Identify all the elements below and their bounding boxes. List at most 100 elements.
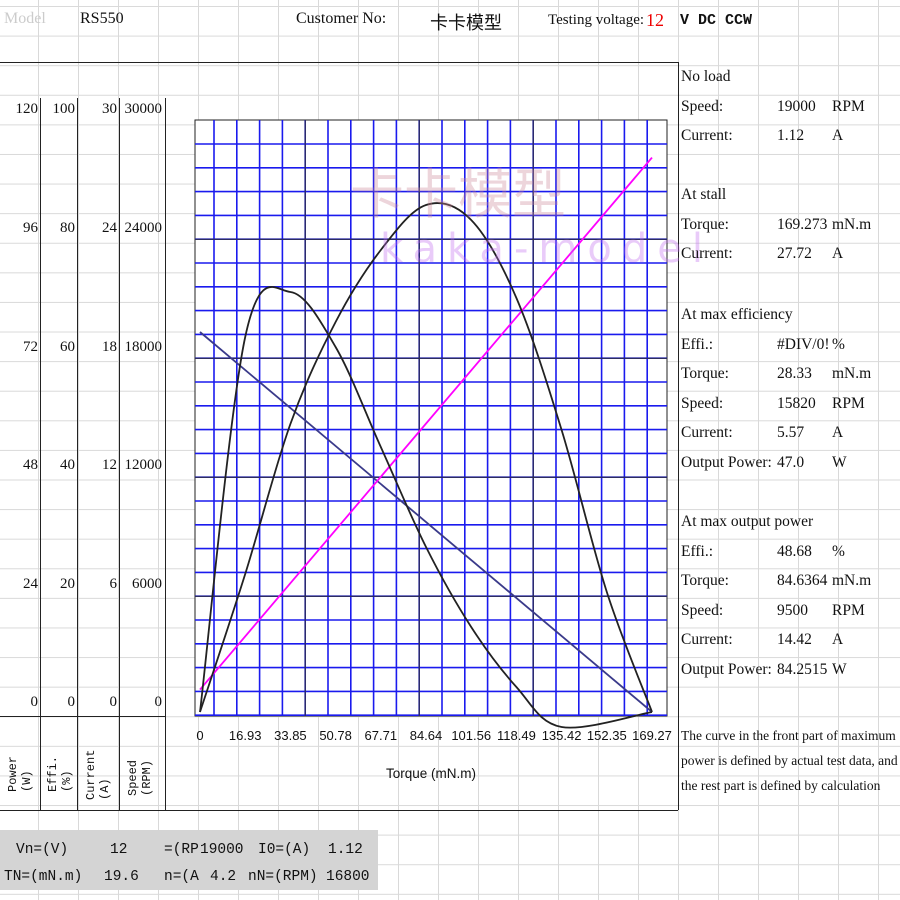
effi-scale-tick: 80	[60, 220, 75, 236]
x-tick-label: 101.56	[451, 728, 491, 743]
testing-voltage-unit: V DC CCW	[680, 12, 753, 29]
row-label: Current:	[681, 245, 733, 263]
speed-scale-tick: 6000	[132, 576, 162, 592]
row-unit: %	[832, 542, 845, 560]
scale-divider-1	[40, 98, 41, 810]
current-scale-tick: 0	[109, 694, 118, 710]
footer-rp-label: =(RP	[164, 842, 199, 858]
row-value: 84.6364	[777, 572, 828, 590]
x-axis-title: Torque (mN.m)	[386, 766, 476, 781]
row-value: #DIV/0!	[777, 335, 830, 353]
row-unit: mN.m	[832, 215, 872, 233]
x-tick-label: 50.78	[319, 728, 352, 743]
scale-divider-3	[119, 98, 120, 810]
row-value: 19000	[777, 97, 816, 115]
frame-top	[0, 62, 678, 63]
footer-n-label: n=(A	[164, 869, 199, 885]
effi-scale-tick: 0	[67, 694, 76, 710]
footnote-line: The curve in the front part of maximum	[681, 728, 896, 743]
row-unit: mN.m	[832, 572, 872, 590]
speed-scale-tick: 18000	[124, 339, 163, 355]
speed-scale-tick: 24000	[124, 220, 163, 236]
effi-scale-tick: 40	[60, 457, 75, 473]
section-title: At stall	[681, 186, 727, 203]
current-scale-tick: 6	[109, 576, 118, 592]
speed-curve	[199, 331, 653, 713]
row-label: Effi.:	[681, 542, 713, 560]
row-value: 27.72	[777, 245, 812, 263]
speed-scale-tick: 0	[154, 694, 163, 710]
scale-label-divider	[0, 716, 165, 717]
x-tick-label: 67.71	[365, 728, 398, 743]
footer-nn-value: 16800	[326, 869, 370, 885]
row-unit: %	[832, 335, 845, 353]
footer-n-value: 4.2	[210, 869, 237, 885]
effi-scale-tick: 100	[52, 101, 76, 117]
x-tick-label: 152.35	[587, 728, 627, 743]
speed-scale-tick: 30000	[124, 101, 163, 117]
footer-vn-label: Vn=(V)	[16, 842, 69, 858]
row-label: Effi.:	[681, 335, 713, 353]
row-label: Torque:	[681, 572, 729, 590]
row-unit: mN.m	[832, 365, 872, 383]
x-tick-label: 118.49	[497, 728, 536, 743]
row-value: 1.12	[777, 127, 805, 145]
row-unit: A	[832, 424, 844, 442]
row-label: Speed:	[681, 601, 724, 619]
row-label: Torque:	[681, 365, 729, 383]
footnote-line: power is defined by actual test data, an…	[681, 753, 900, 768]
row-unit: W	[832, 454, 847, 471]
x-tick-label: 16.93	[229, 728, 262, 743]
x-tick-label: 169.27	[632, 728, 672, 743]
frame-bottom	[0, 810, 678, 811]
testing-voltage-label: Testing voltage:	[548, 12, 645, 28]
customer-value: 卡卡模型	[430, 13, 502, 34]
row-value: 84.2515	[777, 661, 828, 678]
scale-divider-2	[77, 98, 78, 810]
row-unit: A	[832, 127, 844, 145]
section-title: No load	[681, 68, 731, 85]
power-scale-tick: 72	[23, 339, 38, 355]
row-value: 5.57	[777, 424, 805, 442]
scale-divider-4	[165, 98, 166, 810]
footer-tn-value: 19.6	[104, 869, 139, 885]
x-tick-label: 84.64	[410, 728, 443, 743]
row-value: 28.33	[777, 365, 812, 383]
row-label: Output Power:	[681, 454, 772, 471]
effi-curve	[199, 202, 653, 713]
power-scale-tick: 0	[30, 694, 39, 710]
section-title: At max efficiency	[681, 306, 793, 323]
row-unit: RPM	[832, 601, 865, 619]
power-scale-tick: 24	[23, 576, 38, 592]
row-value: 47.0	[777, 454, 805, 471]
row-label: Current:	[681, 631, 733, 649]
x-tick-label: 0	[196, 728, 203, 743]
row-label: Output Power:	[681, 661, 772, 678]
footer-tn-label: TN=(mN.m)	[4, 869, 83, 885]
footer-vn-value: 12	[110, 842, 128, 858]
row-unit: RPM	[832, 394, 865, 412]
row-unit: W	[832, 661, 847, 678]
row-unit: A	[832, 631, 844, 649]
speed-scale-tick: 12000	[124, 457, 163, 473]
current-scale-tick: 30	[102, 101, 117, 117]
testing-voltage-value: 12	[646, 10, 664, 30]
row-value: 9500	[777, 601, 808, 619]
effi-scale-tick: 60	[60, 339, 75, 355]
row-label: Current:	[681, 424, 733, 442]
current-scale-tick: 18	[102, 339, 117, 355]
current-scale-tick: 12	[102, 457, 117, 473]
power-curve	[199, 286, 653, 729]
row-label: Speed:	[681, 97, 724, 115]
power-scale-tick: 48	[23, 457, 38, 473]
current-scale-tick: 24	[102, 220, 117, 236]
row-value: 14.42	[777, 631, 812, 649]
customer-label: Customer No:	[296, 10, 387, 27]
footer-i0-label: I0=(A)	[258, 842, 311, 858]
model-label: Model	[4, 10, 46, 27]
row-unit: A	[832, 245, 844, 263]
footer-rp-value: 19000	[200, 842, 244, 858]
row-value: 169.273	[777, 215, 828, 233]
footnote-line: the rest part is defined by calculation	[681, 778, 881, 793]
effi-scale-tick: 20	[60, 576, 75, 592]
